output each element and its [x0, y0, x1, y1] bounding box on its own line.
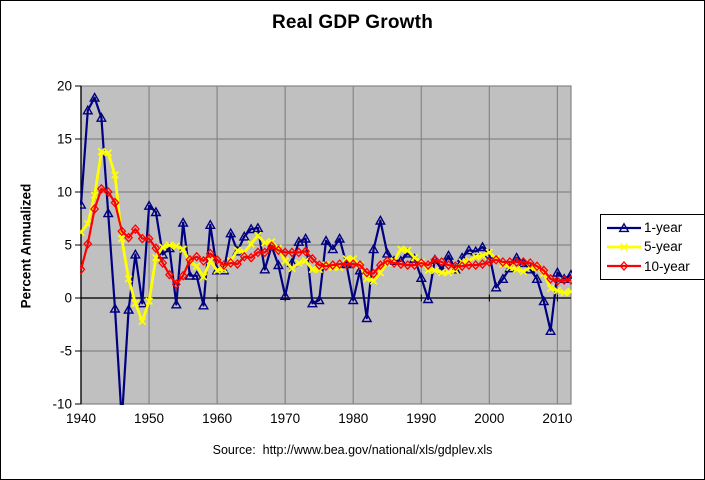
- y-tick-label: 0: [64, 291, 72, 306]
- legend-label-1-year: 1-year: [644, 219, 683, 235]
- x-tick-label: 1960: [202, 411, 232, 426]
- legend-swatch-1-year-icon: [607, 222, 641, 232]
- legend-item-10-year: 10-year: [606, 260, 704, 274]
- gridlines: [81, 86, 571, 404]
- series-markers-10-year: [80, 183, 572, 290]
- x-tick-label: 1940: [66, 411, 96, 426]
- y-axis: 20 15 10 5 0 -5 -10: [52, 79, 82, 412]
- x-tick-label: 2000: [474, 411, 504, 426]
- legend-swatch-10-year-icon: [607, 261, 641, 272]
- y-tick-label: -10: [52, 397, 72, 412]
- series-10-year: [80, 183, 572, 290]
- x-axis-labels: 1940 1950 1960 1970 1980 1990 2000 2010: [66, 411, 572, 426]
- legend: 1-year 5-year 10-year: [600, 214, 704, 280]
- x-tick-label: 2010: [542, 411, 572, 426]
- legend-swatch-5-year-icon: [607, 243, 641, 251]
- x-tick-label: 1970: [270, 411, 300, 426]
- x-tick-label: 1980: [338, 411, 368, 426]
- legend-item-1-year: 1-year: [606, 221, 704, 235]
- y-tick-label: 15: [57, 132, 72, 147]
- y-tick-label: 10: [57, 185, 72, 200]
- source-note: Source: http://www.bea.gov/national/xls/…: [212, 443, 493, 457]
- chart-title: Real GDP Growth: [271, 12, 433, 33]
- y-tick-label: 5: [64, 238, 72, 253]
- legend-item-5-year: 5-year: [606, 240, 704, 254]
- y-tick-label: -5: [60, 344, 72, 359]
- x-tick-label: 1990: [406, 411, 436, 426]
- x-tick-label: 1950: [134, 411, 164, 426]
- y-tick-label: 20: [57, 79, 72, 94]
- series-line-10-year: [80, 187, 571, 286]
- series-line-1-year: [80, 96, 572, 405]
- legend-label-5-year: 5-year: [644, 239, 683, 255]
- legend-label-10-year: 10-year: [644, 258, 690, 274]
